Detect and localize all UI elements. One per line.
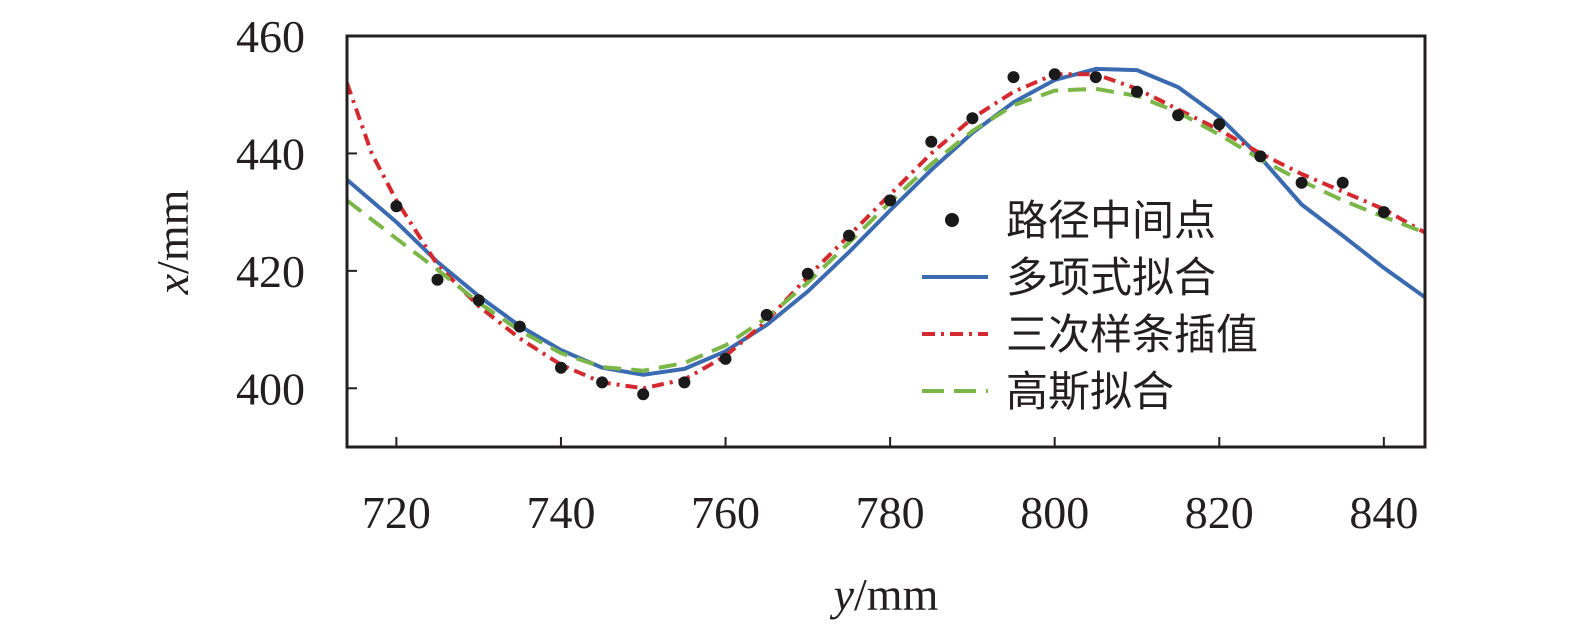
legend-label: 多项式拟合 — [1006, 253, 1216, 302]
x-tick-label: 780 — [856, 487, 925, 538]
axis-ticks: 720 740 760 780 800 820 840 400 420 440 460 — [236, 11, 1418, 538]
data-point — [1295, 176, 1308, 189]
data-point — [555, 361, 567, 374]
series-line-2 — [347, 72, 1425, 391]
data-point — [1048, 68, 1061, 81]
data-point — [678, 376, 691, 389]
legend-label: 路径中间点 — [1006, 196, 1216, 245]
data-point — [760, 308, 773, 321]
data-point — [390, 200, 403, 213]
x-tick-label: 820 — [1185, 487, 1254, 538]
data-point — [1377, 206, 1390, 219]
x-tick-label: 800 — [1020, 487, 1089, 538]
data-point — [1336, 176, 1349, 189]
y-tick-label: 400 — [236, 363, 305, 414]
data-point — [472, 294, 485, 307]
data-point — [925, 135, 938, 148]
data-point — [1213, 118, 1226, 131]
data-point — [637, 388, 650, 401]
y-tick-label: 420 — [236, 246, 305, 297]
x-axis-label: y/mm — [830, 569, 939, 620]
data-point — [1254, 150, 1267, 163]
data-point — [1131, 85, 1143, 98]
x-tick-label: 840 — [1349, 487, 1418, 538]
plot-marks — [347, 66, 1425, 401]
plot-frame — [345, 34, 1427, 449]
legend-label: 高斯拟合 — [1006, 367, 1174, 416]
x-tick-label: 740 — [526, 487, 595, 538]
x-tick-label: 760 — [691, 487, 760, 538]
data-point — [596, 376, 609, 389]
data-point — [1089, 71, 1102, 84]
data-point — [513, 320, 526, 333]
data-point — [431, 273, 444, 286]
data-point — [719, 352, 732, 365]
data-point — [1172, 109, 1185, 122]
series-line-1 — [347, 66, 1425, 377]
data-point — [1007, 71, 1020, 84]
legend-label: 三次样条插值 — [1006, 310, 1258, 359]
y-axis-label: x/mm — [147, 189, 198, 295]
y-tick-label: 460 — [236, 11, 305, 62]
x-tick-label: 720 — [362, 487, 431, 538]
data-point — [966, 112, 979, 125]
legend-marker — [945, 213, 959, 227]
data-point — [843, 229, 855, 242]
y-tick-label: 440 — [236, 128, 305, 179]
data-point — [801, 267, 814, 280]
data-point — [884, 194, 897, 207]
